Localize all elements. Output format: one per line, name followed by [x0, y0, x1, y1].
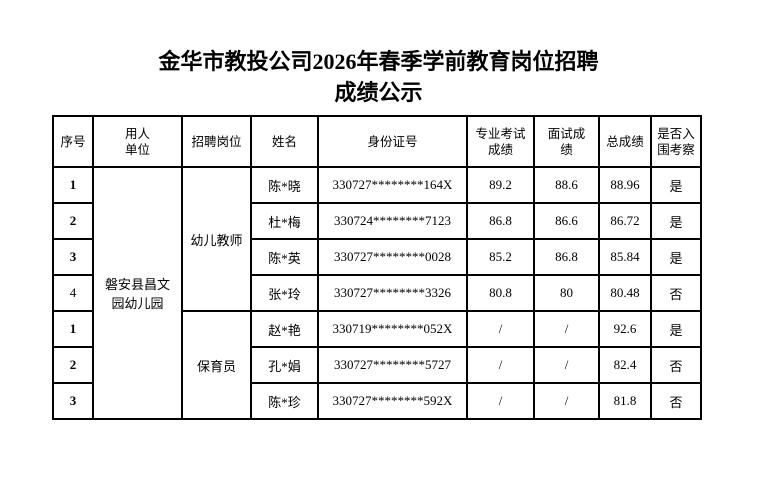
row-index: 1	[52, 166, 94, 204]
total-score-cell: 82.4	[598, 346, 652, 384]
written-score-cell: /	[466, 346, 535, 384]
written-score-cell: 89.2	[466, 166, 535, 204]
header-position: 招聘岗位	[181, 115, 252, 168]
id-cell: 330727********0028	[317, 238, 468, 276]
written-score-cell: /	[466, 310, 535, 348]
name-cell: 孔*娟	[250, 346, 319, 384]
total-score-cell: 88.96	[598, 166, 652, 204]
total-score-cell: 86.72	[598, 202, 652, 240]
name-cell: 陈*英	[250, 238, 319, 276]
name-cell: 杜*梅	[250, 202, 319, 240]
results-table: 序号 用人 单位 招聘岗位 姓名 身份证号 专业考试 成绩 面试成 绩 总成绩 …	[52, 115, 702, 420]
total-score-cell: 92.6	[598, 310, 652, 348]
header-shortlisted: 是否入 围考察	[650, 115, 702, 168]
total-score-cell: 81.8	[598, 382, 652, 420]
header-total: 总成绩	[598, 115, 652, 168]
id-cell: 330719********052X	[317, 310, 468, 348]
row-index: 4	[52, 274, 94, 312]
unit-cell: 磐安县昌文园幼儿园	[92, 166, 183, 420]
shortlisted-cell: 是	[650, 238, 702, 276]
table-row: 3 陈*英 330727********0028 85.2 86.8 85.84 是	[52, 238, 702, 276]
interview-score-cell: /	[533, 346, 600, 384]
table-row: 1 磐安县昌文园幼儿园 幼儿教师 陈*晓 330727********164X 89.2 8…	[52, 166, 702, 420]
row-index: 2	[52, 202, 94, 240]
shortlisted-cell: 是	[650, 202, 702, 240]
id-cell: 330727********592X	[317, 382, 468, 420]
document-title: 金华市教投公司2026年春季学前教育岗位招聘	[158, 49, 599, 74]
row-index: 1	[52, 310, 94, 348]
name-cell: 张*玲	[250, 274, 319, 312]
header-written: 专业考试 成绩	[466, 115, 535, 168]
header-id: 身份证号	[317, 115, 468, 168]
header-unit: 用人 单位	[92, 115, 183, 168]
written-score-cell: 85.2	[466, 238, 535, 276]
table-row: 4 张*玲 330727********3326 80.8 80 80.48 否	[52, 274, 702, 312]
interview-score-cell: 88.6	[533, 166, 600, 204]
interview-score-cell: 86.6	[533, 202, 600, 240]
id-cell: 330724********7123	[317, 202, 468, 240]
id-cell: 330727********164X	[317, 166, 468, 204]
name-cell: 陈*珍	[250, 382, 319, 420]
shortlisted-cell: 否	[650, 274, 702, 312]
document-subtitle: 成绩公示	[334, 80, 423, 105]
name-cell: 陈*晓	[250, 166, 319, 204]
header-name: 姓名	[250, 115, 319, 168]
name-cell: 赵*艳	[250, 310, 319, 348]
table-row: 3 陈*珍 330727********592X //81.8 否	[52, 382, 702, 420]
header-row: 序号 用人 单位 招聘岗位 姓名 身份证号 专业考试 成绩 面试成 绩 总成绩 …	[52, 115, 702, 168]
interview-score-cell: 86.8	[533, 238, 600, 276]
header-index: 序号	[52, 115, 94, 168]
table-row: 1 保育员 赵*艳 330719********052X //92.6 是	[52, 310, 702, 420]
position-cell: 保育员	[181, 310, 252, 420]
id-cell: 330727********3326	[317, 274, 468, 312]
shortlisted-cell: 否	[650, 382, 702, 420]
total-score-cell: 80.48	[598, 274, 652, 312]
position-cell: 幼儿教师	[181, 166, 252, 312]
interview-score-cell: /	[533, 310, 600, 348]
shortlisted-cell: 是	[650, 310, 702, 348]
row-index: 3	[52, 238, 94, 276]
row-index: 3	[52, 382, 94, 420]
shortlisted-cell: 是	[650, 166, 702, 204]
total-score-cell: 85.84	[598, 238, 652, 276]
interview-score-cell: 80	[533, 274, 600, 312]
written-score-cell: 86.8	[466, 202, 535, 240]
written-score-cell: 80.8	[466, 274, 535, 312]
header-interview: 面试成 绩	[533, 115, 600, 168]
written-score-cell: /	[466, 382, 535, 420]
table-row: 2 孔*娟 330727********5727//82.4 否	[52, 346, 702, 384]
id-cell: 330727********5727	[317, 346, 468, 384]
row-index: 2	[52, 346, 94, 384]
shortlisted-cell: 否	[650, 346, 702, 384]
interview-score-cell: /	[533, 382, 600, 420]
table-row: 2 杜*梅 330724********7123 86.8 86.6 86.72 是	[52, 202, 702, 240]
